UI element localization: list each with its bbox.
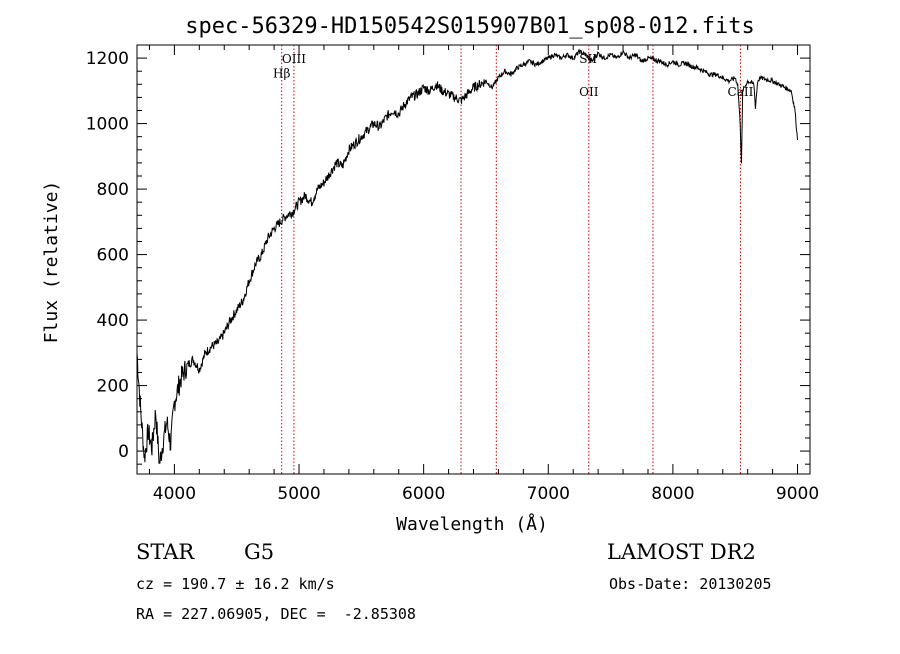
y-tick-label: 400 <box>97 311 129 331</box>
coordinates: RA = 227.06905, DEC = -2.85308 <box>136 605 416 623</box>
survey-name: LAMOST DR2 <box>607 540 756 564</box>
line-marker-label: Hβ <box>273 67 290 81</box>
plot-area: 4000 5000 6000 7000 8000 9000 0 200 400 600 800 100… <box>86 44 819 504</box>
line-marker-label: OIII <box>282 52 306 66</box>
y-tick-label: 600 <box>97 246 129 266</box>
x-tick-label: 9000 <box>776 484 819 504</box>
y-tick-label: 1200 <box>86 49 129 69</box>
spectrum-series-line <box>136 48 798 464</box>
x-tick-label: 7000 <box>527 484 570 504</box>
x-tick-label: 8000 <box>651 484 694 504</box>
plot-frame <box>136 44 811 475</box>
y-tick-label: 0 <box>118 442 129 462</box>
x-axis-label: Wavelength (Å) <box>396 513 548 535</box>
observation-date: Obs-Date: 20130205 <box>609 575 772 593</box>
x-tick-label: 5000 <box>277 484 320 504</box>
y-axis-label: Flux (relative) <box>41 181 62 344</box>
y-tick-label: 200 <box>97 377 129 397</box>
object-subclass: G5 <box>244 540 275 564</box>
y-tick-label: 1000 <box>86 115 129 135</box>
chart-title: spec-56329-HD150542S015907B01_sp08-012.f… <box>185 14 755 39</box>
object-class: STAR <box>136 540 195 564</box>
redshift-velocity: cz = 190.7 ± 16.2 km/s <box>136 575 335 593</box>
y-tick-label: 800 <box>97 180 129 200</box>
line-marker-label: CaII <box>728 85 754 99</box>
line-marker-label: OII <box>579 85 599 99</box>
x-tick-label: 4000 <box>153 484 196 504</box>
x-tick-label: 6000 <box>402 484 445 504</box>
